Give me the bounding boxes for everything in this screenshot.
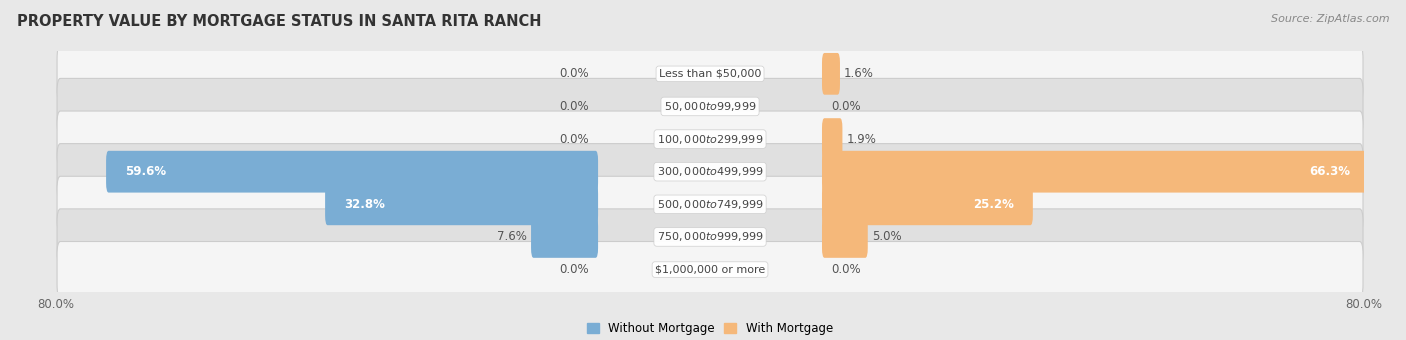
FancyBboxPatch shape	[58, 79, 1362, 135]
Legend: Without Mortgage, With Mortgage: Without Mortgage, With Mortgage	[582, 317, 838, 340]
FancyBboxPatch shape	[823, 184, 1033, 225]
FancyBboxPatch shape	[105, 151, 598, 192]
FancyBboxPatch shape	[58, 241, 1362, 298]
FancyBboxPatch shape	[58, 111, 1362, 167]
Text: 0.0%: 0.0%	[560, 67, 589, 80]
Text: $750,000 to $999,999: $750,000 to $999,999	[657, 231, 763, 243]
FancyBboxPatch shape	[823, 53, 839, 95]
Text: $300,000 to $499,999: $300,000 to $499,999	[657, 165, 763, 178]
Text: 5.0%: 5.0%	[872, 231, 901, 243]
Text: Source: ZipAtlas.com: Source: ZipAtlas.com	[1271, 14, 1389, 23]
FancyBboxPatch shape	[58, 176, 1362, 232]
FancyBboxPatch shape	[58, 143, 1362, 200]
Text: PROPERTY VALUE BY MORTGAGE STATUS IN SANTA RITA RANCH: PROPERTY VALUE BY MORTGAGE STATUS IN SAN…	[17, 14, 541, 29]
Text: 1.9%: 1.9%	[846, 133, 876, 146]
FancyBboxPatch shape	[58, 209, 1362, 265]
Text: 59.6%: 59.6%	[125, 165, 166, 178]
Text: 0.0%: 0.0%	[831, 100, 860, 113]
Text: 0.0%: 0.0%	[560, 133, 589, 146]
Text: 25.2%: 25.2%	[973, 198, 1014, 211]
Text: Less than $50,000: Less than $50,000	[659, 69, 761, 79]
FancyBboxPatch shape	[325, 184, 598, 225]
FancyBboxPatch shape	[823, 216, 868, 258]
Text: $1,000,000 or more: $1,000,000 or more	[655, 265, 765, 275]
FancyBboxPatch shape	[531, 216, 598, 258]
FancyBboxPatch shape	[58, 46, 1362, 102]
Text: 7.6%: 7.6%	[498, 231, 527, 243]
Text: 0.0%: 0.0%	[560, 263, 589, 276]
Text: 0.0%: 0.0%	[560, 100, 589, 113]
FancyBboxPatch shape	[823, 118, 842, 160]
Text: 0.0%: 0.0%	[831, 263, 860, 276]
Text: $50,000 to $99,999: $50,000 to $99,999	[664, 100, 756, 113]
FancyBboxPatch shape	[823, 151, 1368, 192]
Text: $500,000 to $749,999: $500,000 to $749,999	[657, 198, 763, 211]
Text: 1.6%: 1.6%	[844, 67, 875, 80]
Text: $100,000 to $299,999: $100,000 to $299,999	[657, 133, 763, 146]
Text: 66.3%: 66.3%	[1309, 165, 1350, 178]
Text: 32.8%: 32.8%	[344, 198, 385, 211]
